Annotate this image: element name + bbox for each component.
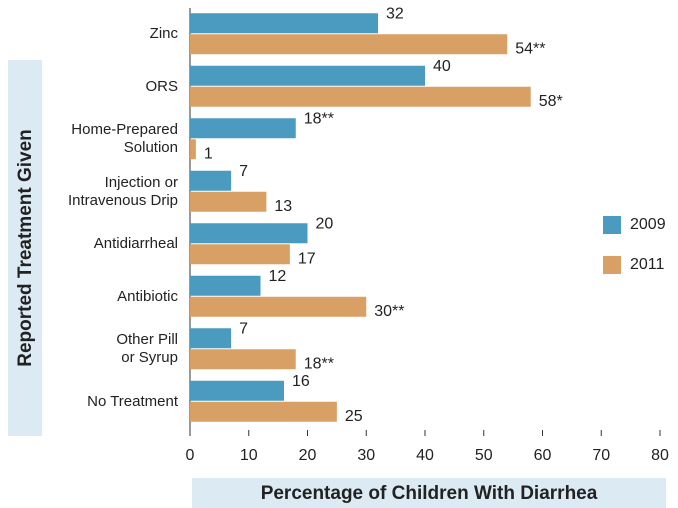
value-label: 18**: [304, 355, 334, 372]
value-label: 40: [433, 58, 451, 75]
value-label: 7: [239, 320, 248, 337]
value-label: 13: [274, 198, 292, 215]
bar: [190, 401, 337, 422]
x-tick-label: 20: [299, 447, 317, 464]
category-label: Home-Prepared Solution: [71, 121, 178, 157]
bar: [190, 13, 378, 34]
value-label: 16: [292, 373, 310, 390]
bar: [190, 349, 296, 370]
legend-label: 2011: [630, 256, 665, 273]
x-axis-title: Percentage of Children With Diarrhea: [261, 483, 598, 504]
value-label: 25: [345, 408, 363, 425]
bar: [190, 170, 232, 191]
x-tick-label: 50: [475, 447, 493, 464]
y-axis-title: Reported Treatment Given: [15, 129, 36, 367]
bar: [190, 139, 196, 160]
value-label: 32: [386, 5, 404, 22]
value-label: 7: [239, 163, 248, 180]
category-label: Antibiotic: [117, 287, 178, 305]
bar: [190, 244, 290, 265]
legend-swatch: [603, 256, 621, 274]
y-label-box: [8, 60, 42, 436]
category-label: No Treatment: [87, 392, 178, 410]
category-label: Antidiarrheal: [93, 235, 178, 253]
bar: [190, 328, 232, 349]
bar: [190, 65, 425, 86]
bar: [190, 223, 308, 244]
value-label: 58*: [539, 93, 563, 110]
category-label: ORS: [145, 77, 178, 95]
x-tick-label: 40: [416, 447, 434, 464]
x-tick-label: 10: [240, 447, 258, 464]
x-tick-label: 30: [357, 447, 375, 464]
legend-swatch: [603, 216, 621, 234]
x-label-box: [192, 478, 666, 508]
bar: [190, 191, 267, 212]
bar: [190, 118, 296, 139]
value-label: 20: [316, 215, 334, 232]
value-label: 54**: [515, 40, 545, 57]
value-label: 17: [298, 250, 316, 267]
bar: [190, 275, 261, 296]
bar: [190, 380, 284, 401]
legend-label: 2009: [630, 216, 666, 233]
x-tick-label: 70: [592, 447, 610, 464]
category-label: Injection or Intravenous Drip: [67, 173, 178, 209]
value-label: 1: [204, 145, 213, 162]
category-label: Other Pill or Syrup: [116, 331, 178, 367]
category-label: Zinc: [149, 25, 178, 43]
x-tick-label: 80: [651, 447, 669, 464]
x-tick-label: 0: [186, 447, 195, 464]
bar: [190, 296, 367, 317]
bar: [190, 86, 531, 107]
value-label: 18**: [304, 110, 334, 127]
bar: [190, 34, 508, 55]
value-label: 30**: [374, 303, 404, 320]
x-tick-label: 60: [534, 447, 552, 464]
value-label: 12: [269, 268, 287, 285]
